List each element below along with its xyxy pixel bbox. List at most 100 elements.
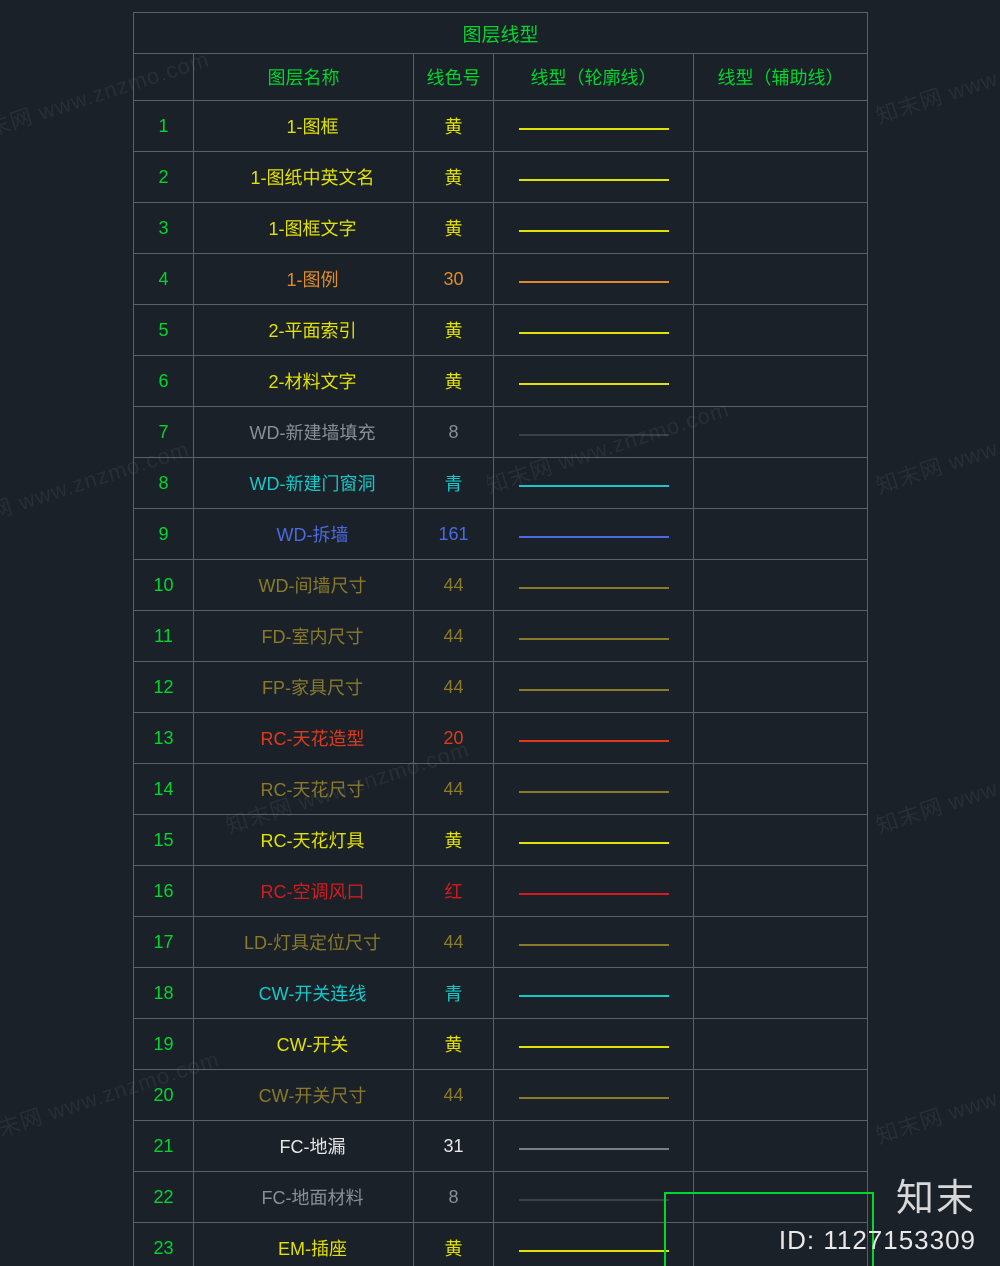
table-row: 21FC-地漏31 — [134, 1121, 868, 1172]
linetype-sample-outline — [519, 434, 669, 436]
linetype-aux-cell — [694, 458, 868, 509]
layer-name: 1-图框文字 — [268, 219, 356, 239]
color-code: 8 — [448, 422, 458, 442]
color-code: 20 — [443, 728, 463, 748]
layer-name: CW-开关 — [277, 1035, 349, 1055]
table-row: 18CW-开关连线青 — [134, 968, 868, 1019]
linetype-sample-outline — [519, 842, 669, 844]
linetype-aux-cell — [694, 152, 868, 203]
layer-name: RC-天花尺寸 — [261, 780, 365, 800]
linetype-aux-cell — [694, 101, 868, 152]
row-index: 18 — [153, 983, 173, 1003]
table-row: 17LD-灯具定位尺寸44 — [134, 917, 868, 968]
row-index: 11 — [154, 626, 173, 646]
linetype-aux-cell — [694, 407, 868, 458]
row-index: 3 — [158, 218, 168, 238]
table-row: 19CW-开关黄 — [134, 1019, 868, 1070]
row-index: 15 — [153, 830, 173, 850]
color-code: 黄 — [445, 372, 463, 392]
linetype-aux-cell — [694, 917, 868, 968]
linetype-aux-cell — [694, 1121, 868, 1172]
row-index: 23 — [153, 1238, 173, 1258]
color-code: 黄 — [445, 117, 463, 137]
linetype-aux-cell — [694, 968, 868, 1019]
row-index: 14 — [153, 779, 173, 799]
layer-name: RC-天花造型 — [261, 729, 365, 749]
table-row: 13RC-天花造型20 — [134, 713, 868, 764]
linetype-sample-outline — [519, 332, 669, 334]
color-code: 44 — [443, 779, 463, 799]
header-code: 线色号 — [427, 68, 481, 88]
table-row: 9WD-拆墙161 — [134, 509, 868, 560]
layer-name: RC-空调风口 — [261, 882, 365, 902]
watermark-text: 知末网 www.znzmo.com — [871, 732, 1000, 841]
layer-name: CW-开关连线 — [259, 984, 367, 1004]
table-row: 11FD-室内尺寸44 — [134, 611, 868, 662]
row-index: 7 — [158, 422, 168, 442]
watermark-text: 知末网 www.znzmo.com — [871, 392, 1000, 501]
color-code: 黄 — [445, 1239, 463, 1259]
linetype-aux-cell — [694, 662, 868, 713]
linetype-sample-outline — [519, 128, 669, 130]
table-row: 41-图例30 — [134, 254, 868, 305]
linetype-sample-outline — [519, 230, 669, 232]
cad-layer-table-screenshot: 图层线型 图层名称 线色号 线型（轮廓线） 线型（辅助线） 11-图框黄21-图… — [0, 0, 1000, 1266]
table-title: 图层线型 — [463, 25, 539, 46]
linetype-sample-outline — [519, 944, 669, 946]
linetype-aux-cell — [694, 1019, 868, 1070]
linetype-sample-outline — [519, 536, 669, 538]
color-code: 44 — [443, 626, 463, 646]
linetype-aux-cell — [694, 203, 868, 254]
row-index: 8 — [158, 473, 168, 493]
layer-name: WD-拆墙 — [277, 525, 349, 545]
linetype-sample-outline — [519, 1199, 669, 1201]
row-index: 2 — [158, 167, 168, 187]
linetype-sample-outline — [519, 995, 669, 997]
table-title-row: 图层线型 — [134, 13, 868, 54]
header-name: 图层名称 — [268, 68, 340, 88]
table-row: 15RC-天花灯具黄 — [134, 815, 868, 866]
brand-watermark: 知末 — [896, 1167, 976, 1222]
row-index: 9 — [158, 524, 168, 544]
table-row: 12FP-家具尺寸44 — [134, 662, 868, 713]
linetype-aux-cell — [694, 560, 868, 611]
row-index: 5 — [158, 320, 168, 340]
linetype-aux-cell — [694, 509, 868, 560]
layer-name: WD-间墙尺寸 — [259, 576, 367, 596]
color-code: 44 — [443, 677, 463, 697]
linetype-sample-outline — [519, 1097, 669, 1099]
color-code: 44 — [443, 932, 463, 952]
table-row: 3 1-图框文字 黄 — [134, 203, 868, 254]
linetype-sample-outline — [519, 740, 669, 742]
layer-name: WD-新建门窗洞 — [250, 474, 376, 494]
linetype-aux-cell — [694, 866, 868, 917]
linetype-sample-outline — [519, 383, 669, 385]
linetype-aux-cell — [694, 764, 868, 815]
layer-name: EM-插座 — [278, 1239, 347, 1259]
row-index: 10 — [153, 575, 173, 595]
layer-name: LD-灯具定位尺寸 — [244, 933, 381, 953]
linetype-aux-cell — [694, 1070, 868, 1121]
linetype-sample-outline — [519, 791, 669, 793]
color-code: 30 — [443, 269, 463, 289]
layer-name: 1-图纸中英文名 — [250, 168, 374, 188]
header-line1: 线型（轮廓线） — [531, 68, 657, 88]
table-row: 14 RC-天花尺寸 44 — [134, 764, 868, 815]
row-index: 22 — [153, 1187, 173, 1207]
color-code: 44 — [443, 575, 463, 595]
row-index: 6 — [158, 371, 168, 391]
row-index: 12 — [153, 677, 173, 697]
linetype-aux-cell — [694, 815, 868, 866]
table-row: 20CW-开关尺寸44 — [134, 1070, 868, 1121]
table-row: 21-图纸中英文名黄 — [134, 152, 868, 203]
table-row: 16RC-空调风口红 — [134, 866, 868, 917]
linetype-sample-outline — [519, 1046, 669, 1048]
header-line2: 线型（辅助线） — [718, 68, 844, 88]
linetype-sample-outline — [519, 281, 669, 283]
linetype-sample-outline — [519, 1148, 669, 1150]
layer-name: FC-地面材料 — [262, 1188, 364, 1208]
color-code: 黄 — [445, 219, 463, 239]
row-index: 19 — [153, 1034, 173, 1054]
row-index: 1 — [158, 116, 168, 136]
table-header-row: 图层名称 线色号 线型（轮廓线） 线型（辅助线） — [134, 54, 868, 101]
